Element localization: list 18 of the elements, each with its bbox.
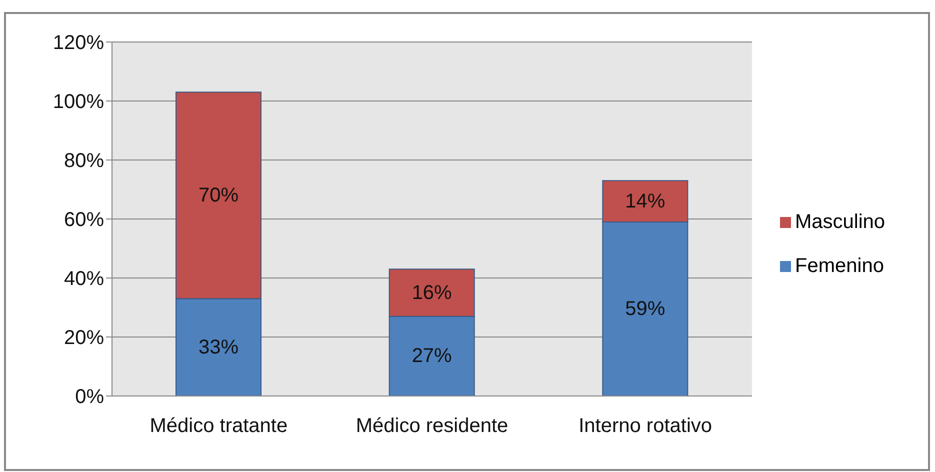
data-label: 14% — [625, 190, 666, 212]
data-label: 16% — [412, 282, 452, 304]
y-tick-label: 80% — [64, 150, 104, 172]
y-tick-label: 60% — [64, 209, 104, 232]
y-tick-label: 0% — [75, 386, 104, 408]
data-label: 33% — [198, 336, 239, 358]
legend-label: Femenino — [795, 254, 884, 278]
legend-label: Masculino — [795, 210, 886, 234]
y-tick-label: 20% — [64, 327, 104, 350]
x-tick-label: Interno rotativo — [578, 415, 712, 438]
x-tick-label: Médico residente — [356, 415, 508, 438]
y-tick-label: 40% — [64, 268, 104, 290]
y-tick-label: 120% — [52, 32, 104, 54]
data-label: 59% — [625, 298, 666, 320]
data-label: 70% — [198, 184, 239, 206]
x-tick-label: Médico tratante — [150, 415, 288, 438]
y-tick-label: 100% — [52, 91, 104, 114]
data-label: 27% — [412, 345, 452, 368]
